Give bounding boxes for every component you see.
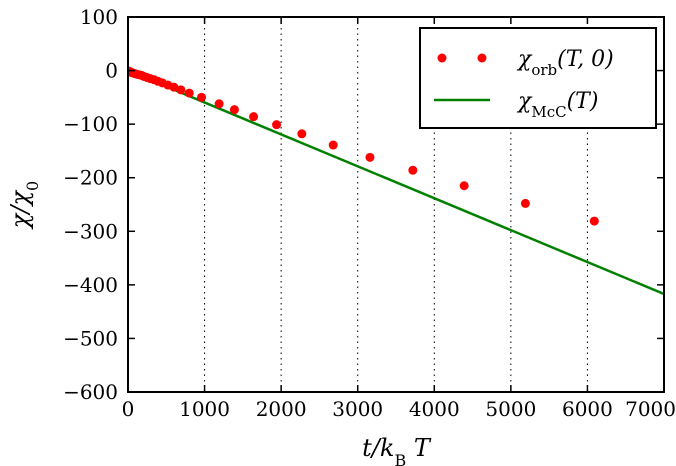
gridlines [204, 17, 588, 392]
data-point-orb [408, 165, 418, 175]
axis-ticks [127, 16, 665, 393]
data-point-orb [229, 105, 239, 115]
data-point-orb [197, 92, 207, 102]
data-point-orb [176, 85, 186, 95]
x-tick-label: 2000 [256, 397, 307, 421]
y-axis-label: χ/χ0 [6, 181, 42, 230]
y-tick-label: −300 [63, 219, 118, 243]
y-tick-label: 100 [80, 5, 118, 29]
tick-labels: 0 1000 2000 3000 4000 5000 6000 7000−600−500−40… [63, 5, 676, 421]
y-tick-label: −400 [63, 273, 118, 297]
y-tick-label: −600 [63, 380, 118, 404]
x-axis-label: t/kB T [362, 434, 432, 466]
data-point-orb [272, 120, 282, 130]
data-point-orb [249, 112, 259, 122]
y-tick-label: −200 [63, 166, 118, 190]
x-tick-label: 1000 [179, 397, 230, 421]
data-point-orb [169, 82, 179, 92]
data-point-orb [297, 129, 307, 139]
y-tick-label: 0 [105, 59, 118, 83]
legend: χorb(T, 0) χMcC(T) [419, 27, 657, 129]
x-tick-label: 3000 [332, 397, 383, 421]
data-point-orb [589, 216, 599, 226]
x-tick-label: 6000 [562, 397, 613, 421]
data-point-orb [365, 152, 375, 162]
x-tick-label: 4000 [409, 397, 460, 421]
data-point-orb [328, 140, 338, 150]
x-tick-label: 7000 [625, 397, 676, 421]
legend-box [419, 27, 657, 129]
plot-frame [127, 16, 665, 393]
data-point-orb [214, 99, 224, 109]
legend-marker-orb [437, 53, 447, 63]
y-tick-label: −500 [63, 326, 118, 350]
x-tick-label: 5000 [485, 397, 536, 421]
y-tick-label: −100 [63, 112, 118, 136]
x-tick-label: 0 [122, 397, 135, 421]
legend-marker-orb [477, 53, 487, 63]
data-point-orb [184, 88, 194, 98]
legend-label-orb: χorb(T, 0) [516, 47, 614, 79]
data-point-orb [520, 198, 530, 208]
data-point-orb [459, 181, 469, 191]
legend-label-mcc: χMcC(T) [516, 89, 598, 121]
chart-marks [128, 66, 664, 296]
